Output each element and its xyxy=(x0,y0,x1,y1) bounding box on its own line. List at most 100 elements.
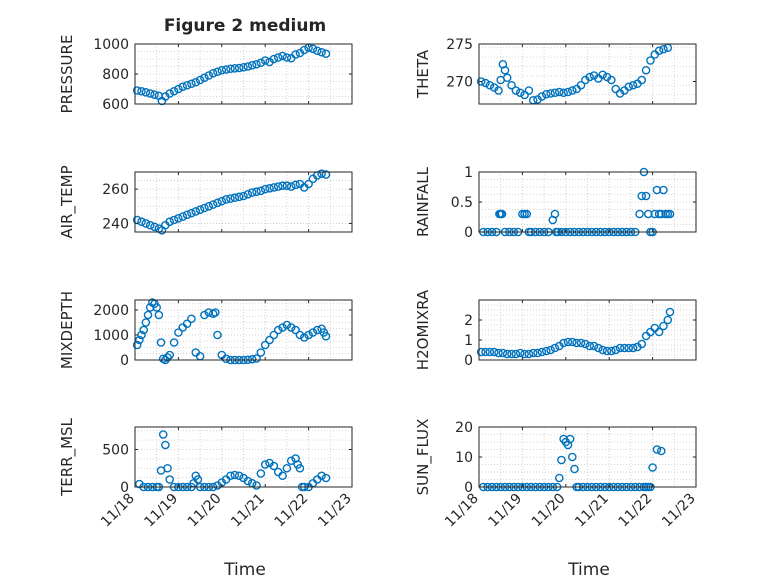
data-point xyxy=(213,198,222,208)
data-point xyxy=(559,338,568,348)
data-point xyxy=(559,88,568,98)
data-point xyxy=(308,328,318,337)
y-tick-label: 10 xyxy=(455,450,473,466)
data-point xyxy=(165,350,175,360)
data-point xyxy=(286,182,296,191)
data-point xyxy=(537,347,547,357)
x-tick-label: 11/19 xyxy=(141,491,181,531)
data-point xyxy=(161,440,170,450)
data-point xyxy=(581,339,590,349)
data-point xyxy=(321,473,331,483)
data-point xyxy=(221,195,231,204)
data-point xyxy=(546,345,555,355)
data-point xyxy=(282,320,292,330)
y-axis-label: AIR_TEMP xyxy=(58,165,77,238)
data-point xyxy=(234,192,244,202)
y-tick-label: 275 xyxy=(446,37,473,53)
data-point xyxy=(273,325,283,335)
data-point xyxy=(256,58,266,68)
data-point xyxy=(282,463,292,473)
data-point xyxy=(187,314,196,324)
data-point xyxy=(541,346,551,356)
data-point xyxy=(234,471,244,481)
data-point xyxy=(568,337,577,347)
y-tick-label: 0 xyxy=(464,353,473,369)
data-point xyxy=(652,445,662,454)
data-point xyxy=(291,50,300,59)
subplot-air-temp: 240 260 AIR_TEMP xyxy=(58,165,353,239)
data-point xyxy=(226,471,235,481)
data-point xyxy=(286,323,296,332)
data-point xyxy=(520,349,529,359)
data-point xyxy=(208,200,218,209)
x-axis-label-right: Time xyxy=(567,560,610,580)
subplot-rainfall: 0 0.5 1 RAINFALL xyxy=(414,165,697,241)
y-axis-label: THETA xyxy=(414,49,432,99)
data-point xyxy=(568,452,577,462)
data-point xyxy=(247,61,257,70)
x-tick-label: 11/22 xyxy=(272,491,312,531)
data-point xyxy=(611,84,621,94)
data-point xyxy=(247,188,257,197)
x-tick-label: 11/18 xyxy=(98,491,138,531)
data-point xyxy=(511,349,521,359)
data-point xyxy=(191,77,201,87)
data-point xyxy=(143,310,153,320)
data-point xyxy=(481,78,490,88)
data-point xyxy=(278,471,287,481)
y-tick-label: 2000 xyxy=(93,303,129,319)
data-point xyxy=(576,338,586,348)
data-point xyxy=(247,354,257,364)
y-tick-label: 1000 xyxy=(93,328,129,344)
y-tick-label: 0.5 xyxy=(451,195,473,211)
data-point xyxy=(243,476,253,486)
data-point xyxy=(141,318,151,327)
data-point xyxy=(269,330,279,340)
data-point xyxy=(221,354,231,364)
data-point xyxy=(278,51,287,61)
data-point xyxy=(204,71,214,80)
data-point xyxy=(481,347,490,357)
data-point xyxy=(141,219,151,228)
data-point xyxy=(208,68,218,78)
data-point xyxy=(230,470,240,480)
data-point xyxy=(158,430,168,439)
data-point xyxy=(169,215,179,225)
data-point xyxy=(278,323,287,332)
data-point xyxy=(137,217,146,227)
data-point xyxy=(230,64,240,73)
data-point xyxy=(565,434,575,444)
data-point xyxy=(135,335,144,345)
data-point xyxy=(195,75,205,85)
data-point xyxy=(611,345,621,355)
data-point xyxy=(637,339,647,349)
data-point xyxy=(589,341,599,351)
x-tick-label: 11/21 xyxy=(228,491,268,531)
data-point xyxy=(182,319,192,329)
data-point xyxy=(515,88,525,98)
data-point xyxy=(528,348,538,358)
data-point xyxy=(524,86,534,95)
x-tick-label: 11/23 xyxy=(659,491,699,531)
data-point xyxy=(187,208,196,218)
data-point xyxy=(476,347,486,357)
y-tick-label: 20 xyxy=(455,420,473,436)
y-tick-label: 500 xyxy=(102,443,129,459)
data-point xyxy=(252,354,261,363)
data-point xyxy=(200,310,209,320)
axes-box xyxy=(134,299,353,361)
x-tick-label: 11/21 xyxy=(572,491,612,531)
data-point xyxy=(269,183,279,192)
data-point xyxy=(282,53,292,62)
data-point xyxy=(665,307,675,317)
data-point xyxy=(550,209,560,219)
data-point xyxy=(585,72,594,82)
data-point xyxy=(265,335,274,345)
y-tick-label: 1000 xyxy=(93,37,129,53)
data-point xyxy=(137,86,146,96)
data-point xyxy=(641,65,651,75)
figure-title: Figure 2 medium xyxy=(164,16,326,36)
y-axis-label: H2OMIXRA xyxy=(414,289,432,370)
data-point xyxy=(295,330,305,340)
